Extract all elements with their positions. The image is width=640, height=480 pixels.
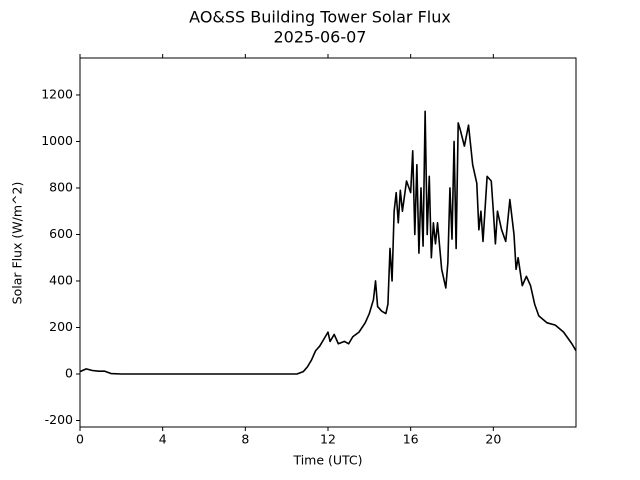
- y-tick-label: -200: [45, 412, 73, 427]
- x-axis-label: Time (UTC): [292, 453, 362, 468]
- x-tick-label: 8: [241, 432, 249, 447]
- chart-title: AO&SS Building Tower Solar Flux: [189, 8, 451, 27]
- x-tick-label: 16: [403, 432, 419, 447]
- y-tick-label: 600: [49, 226, 73, 241]
- x-tick-label: 20: [485, 432, 501, 447]
- y-tick-label: 400: [49, 272, 73, 287]
- y-tick-label: 0: [65, 365, 73, 380]
- y-tick-label: 800: [49, 179, 73, 194]
- chart-subtitle: 2025-06-07: [274, 28, 367, 47]
- x-tick-label: 0: [76, 432, 84, 447]
- plot-frame: [79, 57, 577, 428]
- y-axis-label: Solar Flux (W/m^2): [10, 182, 25, 305]
- flux-line: [79, 110, 577, 375]
- y-tick-label: 200: [49, 319, 73, 334]
- y-tick-label: 1000: [41, 133, 73, 148]
- x-tick-label: 4: [159, 432, 167, 447]
- x-tick-label: 12: [320, 432, 336, 447]
- y-tick-label: 1200: [41, 86, 73, 101]
